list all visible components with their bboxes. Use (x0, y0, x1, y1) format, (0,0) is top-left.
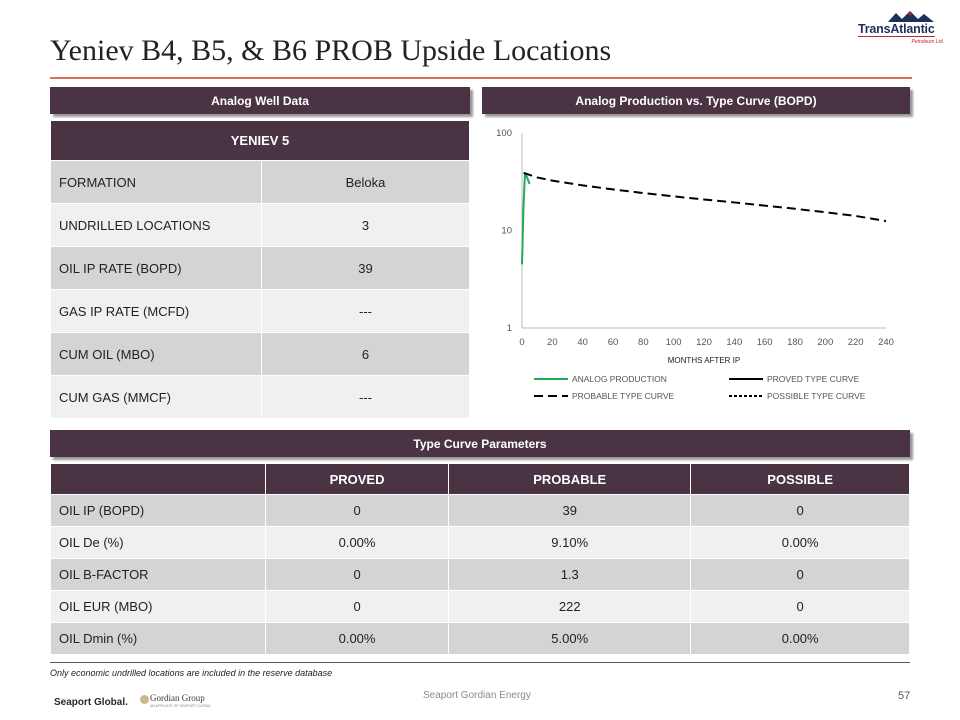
page-title: Yeniev B4, B5, & B6 PROB Upside Location… (50, 34, 612, 67)
cell-probable: 222 (448, 590, 692, 623)
cell-possible: 0 (690, 494, 910, 527)
cell-proved: 0 (264, 590, 450, 623)
series-line-1 (521, 172, 531, 265)
y-tick-label: 10 (501, 226, 512, 237)
x-tick-label: 220 (848, 337, 864, 348)
gordian-group-tagline: AN AFFILIATE OF SEAPORT GLOBAL (150, 704, 212, 708)
x-tick-label: 60 (608, 337, 619, 348)
type-curve-parameters-header: Type Curve Parameters (50, 430, 910, 457)
footnote-divider (50, 662, 910, 663)
table-row: CUM OIL (MBO) 6 (50, 332, 470, 376)
legend-label: PROBABLE TYPE CURVE (572, 391, 675, 401)
logo-subtitle: Petroleum Ltd. (911, 39, 944, 45)
legend-label: POSSIBLE TYPE CURVE (767, 391, 866, 401)
cell-probable: 5.00% (448, 622, 692, 655)
series-line-3 (523, 171, 887, 223)
table-row: OIL De (%) 0.00% 9.10% 0.00% (50, 526, 910, 559)
row-label: OIL IP RATE (BOPD) (50, 246, 262, 290)
x-tick-label: 0 (519, 337, 524, 348)
cell-possible: 0.00% (690, 622, 910, 655)
page-number: 57 (898, 690, 911, 702)
cell-probable: 39 (448, 494, 692, 527)
production-chart-header: Analog Production vs. Type Curve (BOPD) (482, 87, 910, 114)
gordian-mark-icon (140, 695, 149, 704)
x-tick-label: 40 (577, 337, 588, 348)
column-header-proved: PROVED (264, 463, 450, 495)
row-label: OIL EUR (MBO) (50, 590, 266, 623)
row-label: GAS IP RATE (MCFD) (50, 289, 262, 333)
company-logo: TransAtlantic Petroleum Ltd. (858, 10, 948, 46)
x-tick-label: 100 (666, 337, 682, 348)
row-label: FORMATION (50, 160, 262, 204)
title-divider (50, 77, 912, 79)
cell-probable: 9.10% (448, 526, 692, 559)
analog-well-data-header: Analog Well Data (50, 87, 470, 114)
cell-probable: 1.3 (448, 558, 692, 591)
logo-mark-icon (888, 11, 934, 22)
row-label: OIL Dmin (%) (50, 622, 266, 655)
table-row: OIL EUR (MBO) 0 222 0 (50, 590, 910, 623)
row-label: OIL De (%) (50, 526, 266, 559)
table-row: OIL IP (BOPD) 0 39 0 (50, 494, 910, 527)
row-label: CUM GAS (MMCF) (50, 375, 262, 419)
table-row: OIL IP RATE (BOPD) 39 (50, 246, 470, 290)
cell-possible: 0 (690, 558, 910, 591)
x-tick-label: 240 (878, 337, 894, 348)
row-value: 3 (261, 203, 470, 247)
x-tick-label: 200 (817, 337, 833, 348)
cell-proved: 0.00% (264, 526, 450, 559)
well-name-header: YENIEV 5 (50, 120, 470, 161)
column-header (50, 463, 266, 495)
row-value: 6 (261, 332, 470, 376)
type-curve-table: PROVED PROBABLE POSSIBLE OIL IP (BOPD) 0… (50, 463, 910, 655)
table-row: OIL Dmin (%) 0.00% 5.00% 0.00% (50, 622, 910, 655)
analog-well-table: YENIEV 5 FORMATION Beloka UNDRILLED LOCA… (50, 120, 470, 419)
table-row: FORMATION Beloka (50, 160, 470, 204)
cell-possible: 0 (690, 590, 910, 623)
row-value: --- (261, 375, 470, 419)
table-row: UNDRILLED LOCATIONS 3 (50, 203, 470, 247)
column-header-possible: POSSIBLE (690, 463, 910, 495)
row-label: OIL B-FACTOR (50, 558, 266, 591)
column-header-probable: PROBABLE (448, 463, 692, 495)
x-tick-label: 20 (547, 337, 558, 348)
x-tick-label: 160 (757, 337, 773, 348)
cell-proved: 0.00% (264, 622, 450, 655)
row-value: 39 (261, 246, 470, 290)
cell-proved: 0 (264, 558, 450, 591)
x-tick-label: 140 (726, 337, 742, 348)
row-label: OIL IP (BOPD) (50, 494, 266, 527)
gordian-group-logo: Gordian Group (150, 693, 205, 703)
seaport-global-logo: Seaport Global. (54, 697, 128, 708)
table-row: OIL B-FACTOR 0 1.3 0 (50, 558, 910, 591)
y-tick-label: 1 (507, 323, 512, 334)
logo-wordmark: TransAtlantic (858, 22, 935, 37)
row-value: --- (261, 289, 470, 333)
table-row: GAS IP RATE (MCFD) --- (50, 289, 470, 333)
cell-proved: 0 (264, 494, 450, 527)
row-label: CUM OIL (MBO) (50, 332, 262, 376)
x-tick-label: 80 (638, 337, 649, 348)
table-row: CUM GAS (MMCF) --- (50, 375, 470, 419)
row-value: Beloka (261, 160, 470, 204)
x-tick-label: 180 (787, 337, 803, 348)
x-axis-label: MONTHS AFTER IP (668, 356, 740, 365)
legend-label: PROVED TYPE CURVE (767, 374, 860, 384)
y-tick-label: 100 (496, 128, 512, 139)
footnote: Only economic undrilled locations are in… (50, 668, 333, 678)
footer-company: Seaport Gordian Energy (423, 690, 531, 701)
x-tick-label: 120 (696, 337, 712, 348)
cell-possible: 0.00% (690, 526, 910, 559)
production-chart: 1 10 100 0 20 40 60 80 100 120 140 160 180 200 220 240 M… (496, 128, 894, 401)
legend-label: ANALOG PRODUCTION (572, 374, 667, 384)
row-label: UNDRILLED LOCATIONS (50, 203, 262, 247)
